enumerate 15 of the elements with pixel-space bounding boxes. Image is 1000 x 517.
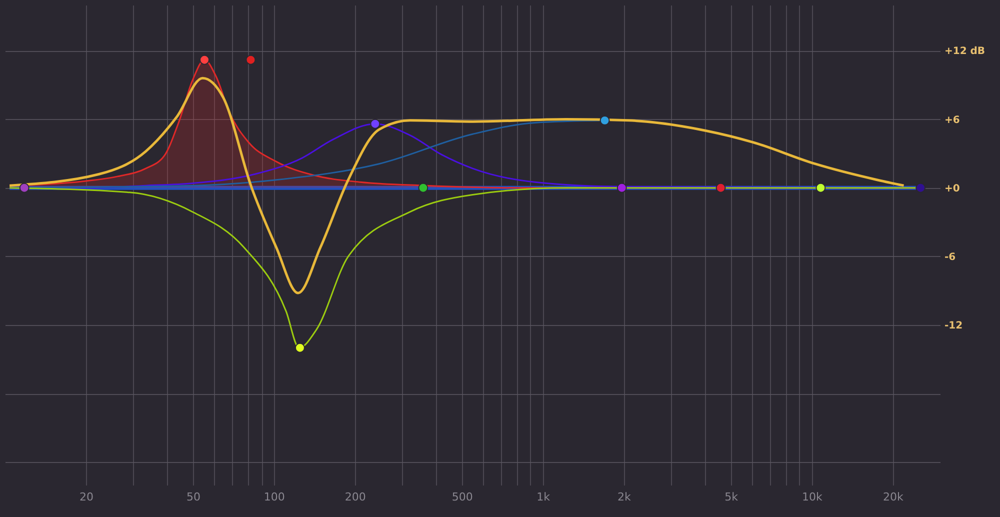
y-tick-label: +6 xyxy=(944,114,960,126)
x-tick-label: 50 xyxy=(186,490,200,504)
x-tick-label: 5k xyxy=(724,490,739,504)
x-tick-label: 100 xyxy=(264,490,285,504)
x-tick-label: 20 xyxy=(79,490,94,504)
x-tick-label: 10k xyxy=(802,490,824,504)
x-tick-label: 20k xyxy=(882,490,904,504)
y-tick-label: -6 xyxy=(944,252,956,263)
x-tick-label: 200 xyxy=(344,490,366,504)
y-tick-label: +12 dB xyxy=(944,46,986,58)
x-tick-label: 1k xyxy=(536,490,551,504)
y-tick-label: +0 xyxy=(944,183,960,194)
x-tick-label: 500 xyxy=(452,490,473,504)
x-tick-label: 2k xyxy=(618,490,632,504)
y-tick-label: -12 xyxy=(944,320,963,332)
